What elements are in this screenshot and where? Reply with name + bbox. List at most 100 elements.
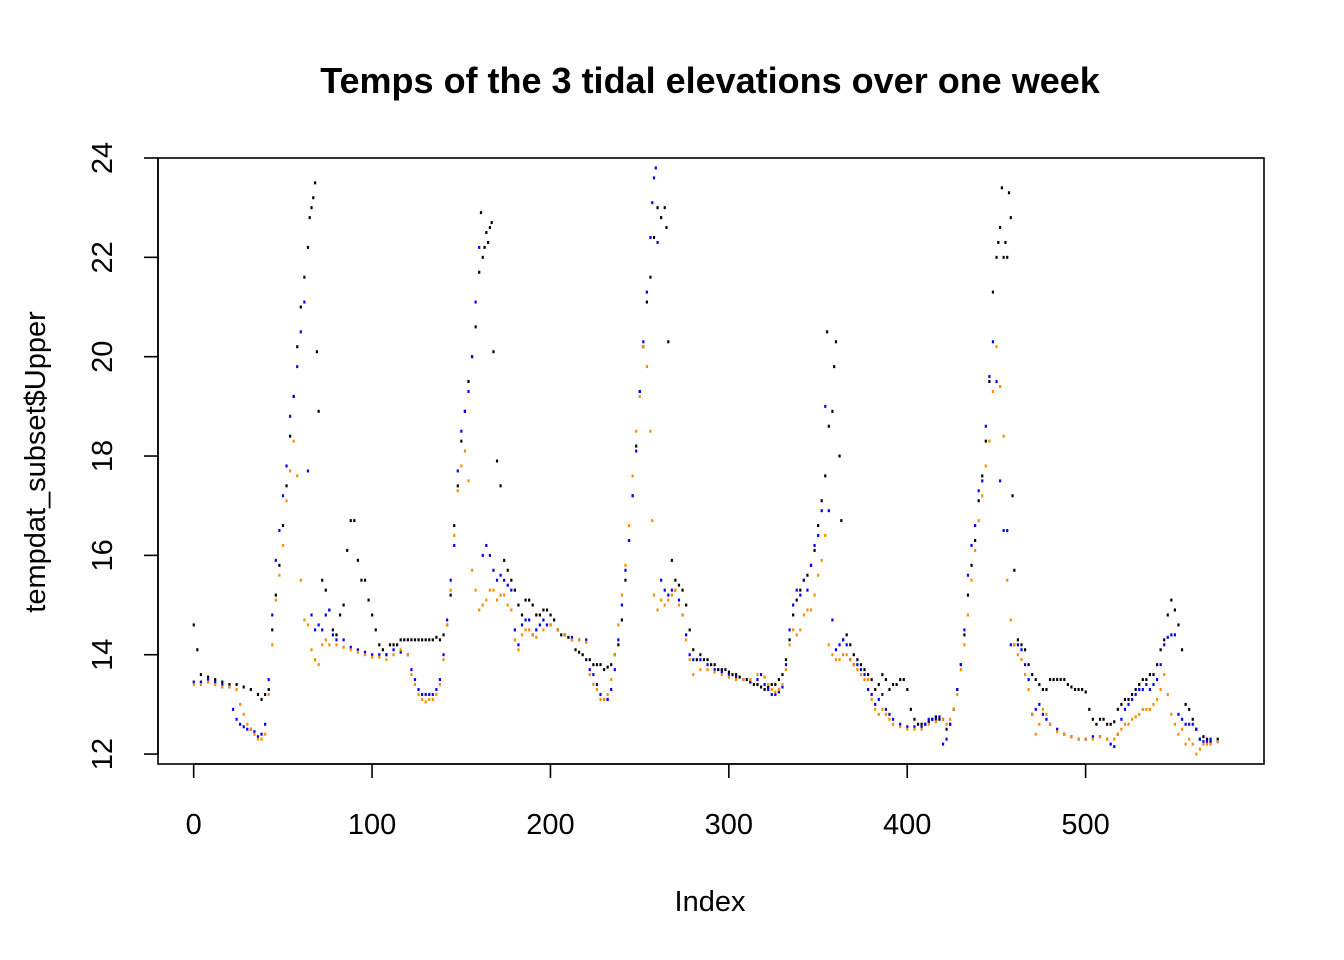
data-point (1098, 717, 1102, 721)
data-point (817, 534, 820, 538)
data-point (1006, 255, 1009, 259)
data-point (456, 469, 459, 473)
data-point (981, 494, 984, 498)
data-point (631, 494, 634, 498)
data-point (1209, 742, 1212, 746)
data-point (899, 725, 902, 729)
data-point (934, 715, 937, 719)
data-point (531, 633, 534, 637)
data-point (199, 680, 203, 684)
data-point (1134, 687, 1137, 691)
data-point (306, 245, 310, 249)
data-point (977, 499, 980, 503)
data-point (445, 618, 449, 622)
data-point (460, 464, 463, 468)
data-point (406, 653, 409, 657)
data-point (312, 196, 315, 200)
data-point (688, 628, 691, 632)
data-point (313, 658, 317, 662)
data-point (1127, 722, 1130, 726)
data-point (920, 727, 923, 731)
data-point (513, 628, 516, 632)
data-point (1180, 648, 1184, 652)
data-point (731, 673, 734, 677)
data-point (974, 538, 977, 542)
data-point (474, 300, 477, 304)
data-point (413, 638, 417, 642)
data-point (840, 519, 843, 523)
data-point (770, 683, 773, 687)
data-point (663, 206, 666, 210)
data-point (221, 683, 224, 687)
data-point (1073, 687, 1077, 691)
data-point (542, 608, 545, 612)
data-point (1120, 717, 1123, 721)
data-point (881, 692, 884, 696)
data-point (681, 588, 684, 592)
data-point (685, 633, 688, 637)
data-point (321, 628, 324, 632)
data-point (909, 707, 912, 711)
data-point (517, 643, 520, 647)
data-point (1020, 643, 1023, 647)
data-point (888, 717, 891, 721)
data-point (1070, 735, 1073, 739)
data-point (1056, 730, 1059, 734)
data-point (478, 245, 481, 249)
data-point (1130, 697, 1134, 701)
data-point (592, 683, 595, 687)
data-point (974, 524, 977, 528)
data-point (891, 683, 895, 687)
data-point (1056, 678, 1059, 682)
data-point (763, 687, 766, 691)
data-point (656, 608, 659, 612)
series-2 (192, 345, 1219, 756)
data-point (966, 573, 970, 577)
data-point (645, 300, 648, 304)
data-point (1145, 683, 1148, 687)
data-point (478, 270, 481, 274)
data-point (970, 578, 973, 582)
data-point (363, 578, 367, 582)
data-point (706, 658, 709, 662)
data-point (674, 588, 677, 592)
data-point (356, 558, 359, 562)
data-point (966, 613, 970, 617)
data-point (1134, 715, 1137, 719)
data-point (838, 454, 841, 458)
data-point (970, 563, 973, 567)
data-point (1034, 707, 1037, 711)
data-point (349, 648, 352, 652)
data-point (1034, 678, 1037, 682)
data-point (963, 628, 966, 632)
data-point (795, 598, 798, 602)
data-point (413, 678, 417, 682)
data-point (289, 434, 292, 438)
data-point (956, 692, 959, 696)
data-point (292, 394, 295, 398)
data-point (670, 588, 673, 592)
data-point (1202, 742, 1205, 746)
data-point (845, 633, 848, 637)
data-point (1205, 742, 1209, 746)
data-point (881, 707, 884, 711)
data-point (842, 653, 845, 657)
data-point (342, 638, 345, 642)
data-point (610, 687, 613, 691)
data-point (431, 697, 434, 701)
data-point (506, 568, 509, 572)
data-point (1148, 687, 1152, 691)
data-point (931, 717, 934, 721)
data-point (938, 715, 941, 719)
data-point (577, 650, 581, 654)
data-point (1045, 712, 1048, 716)
data-point (899, 678, 902, 682)
data-point (1002, 434, 1005, 438)
data-point (863, 673, 866, 677)
data-point (959, 663, 962, 667)
data-point (1130, 692, 1134, 696)
data-point (199, 683, 203, 687)
data-point (289, 414, 292, 418)
data-point (834, 648, 838, 652)
data-point (1216, 737, 1219, 741)
